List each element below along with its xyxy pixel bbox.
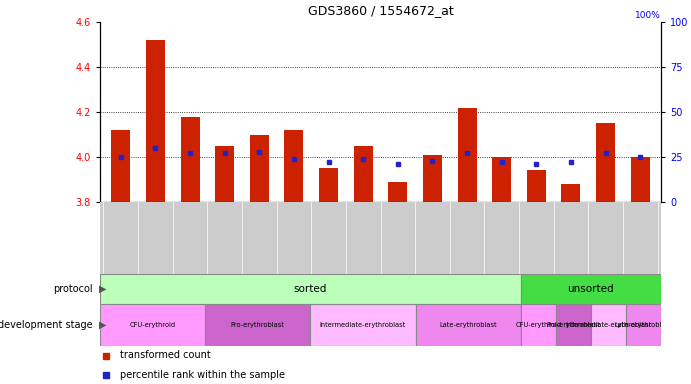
Bar [111,130,131,202]
Bar [521,274,661,304]
Bar [310,304,415,346]
Bar [423,155,442,202]
Bar [180,116,200,202]
Text: Pro-erythroblast: Pro-erythroblast [231,322,285,328]
Text: sorted: sorted [294,284,327,294]
Bar [100,274,521,304]
Bar [388,182,407,202]
Text: ▶: ▶ [99,284,106,294]
Bar [205,304,310,346]
Bar [527,170,546,202]
Text: CFU-erythroid: CFU-erythroid [515,322,561,328]
Bar [492,157,511,202]
Bar [249,134,269,202]
Text: unsorted: unsorted [567,284,614,294]
Bar [562,184,580,202]
Text: Intermediate-erythroblast: Intermediate-erythroblast [565,322,652,328]
Bar [100,304,205,346]
Bar [626,304,661,346]
Bar [215,146,234,202]
Text: 100%: 100% [635,11,661,20]
Bar [521,304,556,346]
Text: Late-erythroblast: Late-erythroblast [439,322,497,328]
Bar [631,157,650,202]
Text: ▶: ▶ [99,320,106,330]
Bar [596,123,615,202]
Bar [354,146,372,202]
Text: Late-erythroblast: Late-erythroblast [615,322,672,328]
Text: CFU-erythroid: CFU-erythroid [129,322,176,328]
Bar [319,168,338,202]
Bar [285,130,303,202]
Text: development stage: development stage [0,320,93,330]
Text: GDS3860 / 1554672_at: GDS3860 / 1554672_at [307,5,453,18]
Text: protocol: protocol [53,284,93,294]
Text: transformed count: transformed count [120,351,210,361]
Text: percentile rank within the sample: percentile rank within the sample [120,369,285,379]
Text: Intermediate-erythroblast: Intermediate-erythroblast [320,322,406,328]
Bar [591,304,626,346]
Bar [146,40,165,202]
Text: Pro-erythroblast: Pro-erythroblast [547,322,600,328]
Bar [556,304,591,346]
Bar [415,304,521,346]
Bar [457,108,477,202]
